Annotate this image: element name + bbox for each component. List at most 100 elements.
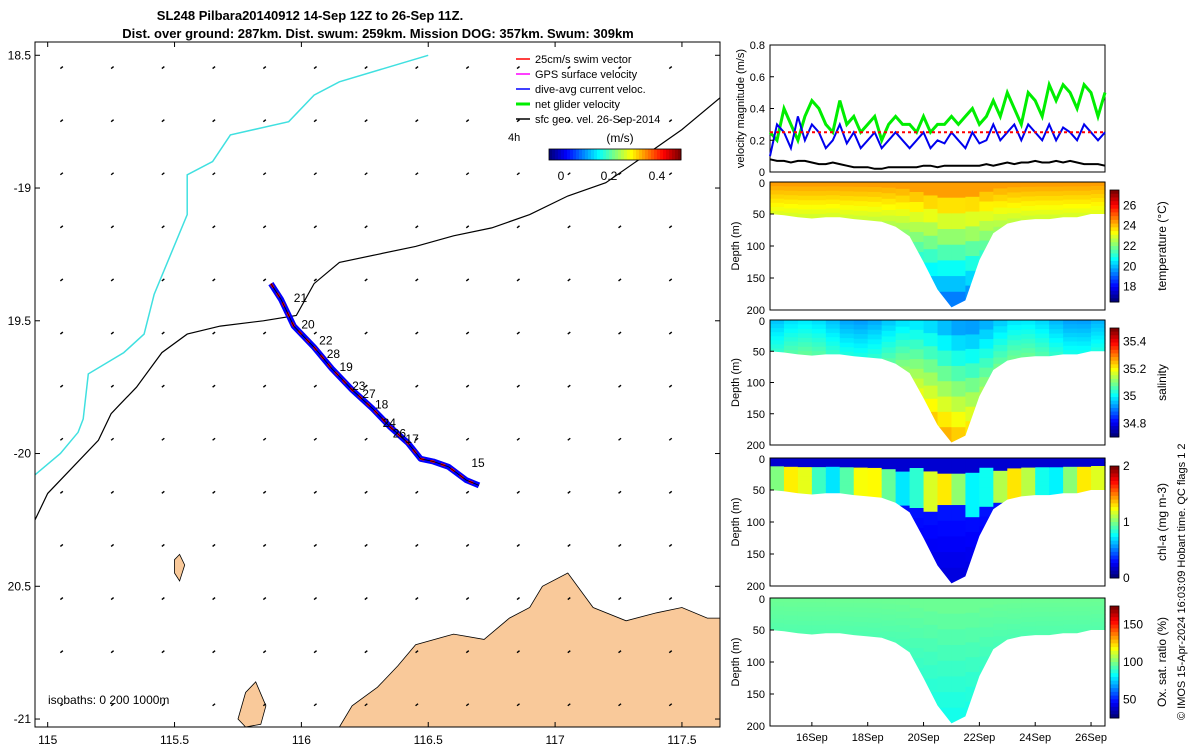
section-ylabel: Depth (m) — [730, 222, 742, 271]
section-cell — [839, 324, 855, 330]
section-cell — [951, 244, 967, 261]
current-arrow — [161, 490, 165, 494]
current-arrow — [618, 543, 622, 548]
section-cell — [895, 195, 911, 203]
section-cell — [825, 212, 841, 218]
section-cell — [853, 324, 869, 330]
current-arrow — [59, 331, 64, 335]
section-cell — [1007, 463, 1022, 469]
section-cell — [811, 333, 827, 339]
section-cell — [881, 474, 897, 481]
current-arrow — [313, 172, 318, 176]
current-arrow — [567, 490, 571, 494]
section-cell — [783, 332, 799, 338]
time-tick-label: 24Sep — [1019, 732, 1051, 744]
current-arrow — [668, 331, 673, 335]
section-cell — [1077, 475, 1092, 481]
colorbar-cell — [675, 149, 679, 160]
section-cell — [1077, 328, 1092, 334]
current-arrow — [110, 384, 115, 388]
section-cell — [1063, 488, 1078, 494]
current-arrow — [212, 650, 216, 654]
colorbar-cell — [552, 149, 556, 160]
current-arrow — [212, 331, 216, 335]
section-cell — [1091, 206, 1106, 211]
section-colorbar-cell — [1110, 364, 1119, 369]
section-cell — [909, 182, 925, 193]
section-cell — [1077, 466, 1092, 472]
section-colorbar-cell — [1110, 389, 1119, 394]
section-cell — [909, 212, 925, 223]
section-colorbar-frame — [1109, 465, 1120, 579]
salinity-section: 0 50 100 150 200 Depth (m) 34.8 35 35.2 35.4 salin… — [730, 316, 1169, 452]
section-cell — [881, 193, 897, 200]
current-arrow — [364, 225, 368, 229]
section-cell — [839, 471, 855, 478]
section-colorbar-cell — [1110, 632, 1119, 637]
current-arrow — [465, 650, 470, 654]
current-arrow — [415, 703, 419, 707]
colorbar-cell — [579, 149, 583, 160]
current-arrow — [110, 278, 115, 282]
section-cell — [770, 627, 785, 632]
current-arrow — [516, 331, 520, 335]
current-arrow — [212, 490, 216, 494]
section-colorbar-cell — [1110, 548, 1119, 553]
section-cell — [909, 508, 925, 519]
section-cell — [937, 489, 953, 506]
section-cell — [993, 496, 1008, 504]
section-cell — [993, 598, 1008, 605]
section-cell — [811, 191, 827, 197]
current-arrow — [516, 278, 520, 282]
dive-label-27: 27 — [362, 387, 376, 401]
colorbar-cell — [663, 149, 667, 160]
section-cell — [993, 617, 1008, 625]
section-cell — [1077, 199, 1092, 205]
section-cell — [797, 629, 813, 636]
section-cell — [867, 487, 883, 494]
section-ytick-label: 150 — [747, 689, 765, 701]
dive-label-19: 19 — [339, 360, 353, 374]
legend-entry-4: sfc geo. vel. 26-Sep-2014 — [535, 114, 660, 126]
current-arrow — [59, 490, 64, 494]
section-cell — [937, 629, 953, 646]
current-arrow — [110, 331, 115, 335]
velocity-ylabel: velocity magnitude (m/s) — [735, 49, 747, 168]
section-cell — [867, 206, 883, 213]
section-cell — [923, 458, 939, 473]
section-cell — [867, 353, 883, 360]
section-cell — [937, 552, 953, 569]
section-cell — [783, 350, 799, 355]
section-cell — [825, 466, 841, 472]
section-colorbar-tick: 26 — [1123, 198, 1137, 212]
section-cell — [783, 341, 799, 347]
section-cell — [853, 631, 869, 637]
colorbar-cell — [612, 149, 616, 160]
section-cell — [993, 194, 1008, 202]
section-colorbar-cell — [1110, 477, 1119, 482]
current-arrow — [262, 597, 267, 601]
section-cell — [783, 208, 799, 214]
colorbar-cell — [549, 149, 553, 160]
section-cell — [811, 476, 827, 482]
section-cell — [923, 320, 939, 334]
section-colorbar-cell — [1110, 275, 1119, 281]
section-colorbar-cell — [1110, 298, 1119, 303]
section-cell — [1007, 489, 1022, 495]
section-cell — [923, 249, 939, 264]
section-seafloor-mask — [770, 490, 1105, 586]
section-cell — [797, 182, 813, 188]
section-cell — [979, 477, 994, 488]
current-arrow — [110, 490, 115, 494]
section-cell — [979, 348, 994, 359]
section-cell — [965, 532, 980, 548]
section-cell — [1049, 205, 1064, 211]
section-cell — [895, 638, 911, 647]
section-cell — [1035, 214, 1050, 220]
section-cell — [1077, 182, 1092, 187]
current-arrow — [212, 597, 216, 601]
section-cell — [1077, 458, 1092, 463]
section-cell — [811, 602, 827, 608]
section-cell — [825, 611, 841, 617]
section-colorbar-cell — [1110, 231, 1119, 236]
